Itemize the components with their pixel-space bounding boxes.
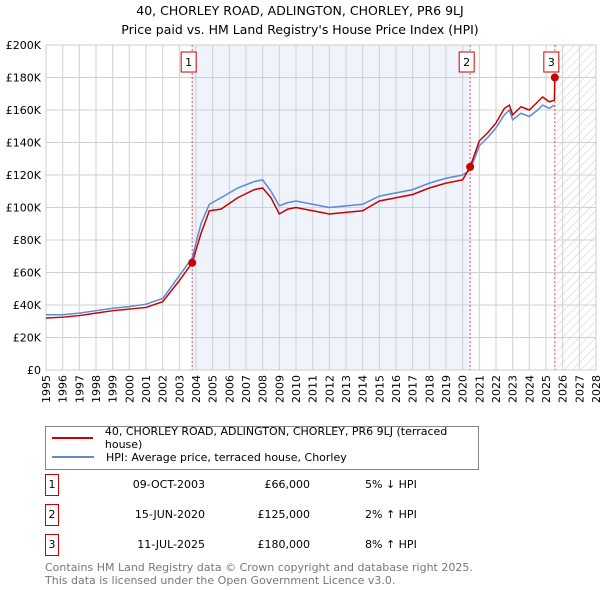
legend: 40, CHORLEY ROAD, ADLINGTON, CHORLEY, PR…: [45, 425, 479, 470]
x-tick-label: 2006: [223, 375, 236, 403]
legend-label-property: 40, CHORLEY ROAD, ADLINGTON, CHORLEY, PR…: [104, 425, 448, 451]
x-tick-label: 2015: [373, 375, 386, 403]
x-tick-label: 2023: [507, 375, 520, 403]
sale-number: 1: [45, 474, 59, 496]
sale-point: [550, 73, 559, 82]
sale-hpi: 8% ↑ HPI: [365, 538, 417, 551]
x-tick-label: 2007: [240, 375, 253, 403]
x-tick-label: 2011: [307, 375, 320, 403]
y-tick-label: £160K: [6, 104, 42, 117]
x-tick-label: 1995: [40, 375, 53, 403]
x-tick-label: 2020: [457, 375, 470, 403]
table-row: 1 09-OCT-2003 £66,000 5% ↓ HPI: [45, 474, 445, 496]
legend-swatch-blue: [52, 456, 94, 458]
sale-number: 2: [45, 504, 59, 526]
x-tick-label: 1997: [73, 375, 86, 403]
footer-copyright: Contains HM Land Registry data © Crown c…: [45, 561, 473, 574]
sale-label: 3: [548, 56, 555, 69]
x-tick-label: 2000: [123, 375, 136, 403]
x-tick-label: 2010: [290, 375, 303, 403]
hpi-line: [46, 104, 555, 316]
sale-date: 15-JUN-2020: [134, 508, 205, 521]
sale-number: 3: [45, 534, 59, 556]
sale-point: [466, 162, 475, 171]
legend-swatch-red: [52, 437, 93, 439]
sale-price: £66,000: [264, 478, 311, 491]
x-tick-label: 2009: [273, 375, 286, 403]
x-tick-label: 2012: [323, 375, 336, 403]
x-tick-label: 1998: [90, 375, 103, 403]
x-tick-label: 2021: [473, 375, 486, 403]
sale-label: 2: [463, 56, 470, 69]
y-tick-label: £60K: [13, 267, 42, 280]
sale-hpi: 2% ↑ HPI: [365, 508, 417, 521]
x-tick-label: 2001: [140, 375, 153, 403]
x-tick-label: 2026: [557, 375, 570, 403]
sale-label-box: [458, 51, 475, 73]
x-tick-label: 2004: [190, 375, 203, 403]
chart-title: 40, CHORLEY ROAD, ADLINGTON, CHORLEY, PR…: [136, 3, 464, 18]
sale-date: 09-OCT-2003: [132, 478, 205, 491]
sale-label-box: [180, 51, 197, 73]
x-tick-label: 2014: [357, 375, 370, 403]
y-tick-label: £80K: [13, 234, 42, 247]
y-tick-label: £20K: [13, 332, 42, 345]
x-tick-label: 2017: [407, 375, 420, 403]
sale-hpi: 5% ↓ HPI: [365, 478, 417, 491]
x-tick-label: 2027: [573, 375, 586, 403]
plot-border: [45, 44, 597, 371]
x-tick-label: 2005: [207, 375, 220, 403]
x-tick-label: 1999: [107, 375, 120, 403]
x-tick-label: 2022: [490, 375, 503, 403]
y-tick-label: £140K: [6, 137, 42, 150]
sale-label-box: [543, 51, 560, 73]
sale-price: £125,000: [257, 508, 311, 521]
sale-point: [188, 258, 197, 267]
legend-label-hpi: HPI: Average price, terraced house, Chor…: [106, 450, 347, 464]
x-tick-label: 2018: [423, 375, 436, 403]
footer-licence: This data is licensed under the Open Gov…: [45, 574, 396, 587]
sale-price: £180,000: [257, 538, 311, 551]
y-tick-label: £200K: [6, 39, 42, 52]
x-tick-label: 2025: [540, 375, 553, 403]
x-tick-label: 1996: [57, 375, 70, 403]
x-tick-label: 2003: [173, 375, 186, 403]
sale-date: 11-JUL-2025: [137, 538, 205, 551]
table-row: 3 11-JUL-2025 £180,000 8% ↑ HPI: [45, 534, 445, 556]
y-tick-label: £180K: [6, 72, 42, 85]
y-tick-label: £40K: [13, 299, 42, 312]
x-tick-label: 2008: [257, 375, 270, 403]
table-row: 2 15-JUN-2020 £125,000 2% ↑ HPI: [45, 504, 445, 526]
x-tick-label: 2028: [590, 375, 600, 403]
y-tick-label: £0: [27, 364, 41, 377]
x-tick-label: 2024: [523, 375, 536, 403]
property-line: [45, 77, 556, 319]
price-chart: 1995 1996 1997 1998 1999 2000 2001 2002 2003 2004…: [6, 39, 600, 403]
y-tick-label: £100K: [6, 202, 42, 215]
sale-label: 1: [185, 56, 192, 69]
x-tick-label: 2016: [390, 375, 403, 403]
x-tick-label: 2002: [157, 375, 170, 403]
y-tick-label: £120K: [6, 169, 42, 182]
x-tick-label: 2013: [340, 375, 353, 403]
chart-subtitle: Price paid vs. HM Land Registry's House …: [121, 22, 479, 37]
x-tick-label: 2019: [440, 375, 453, 403]
